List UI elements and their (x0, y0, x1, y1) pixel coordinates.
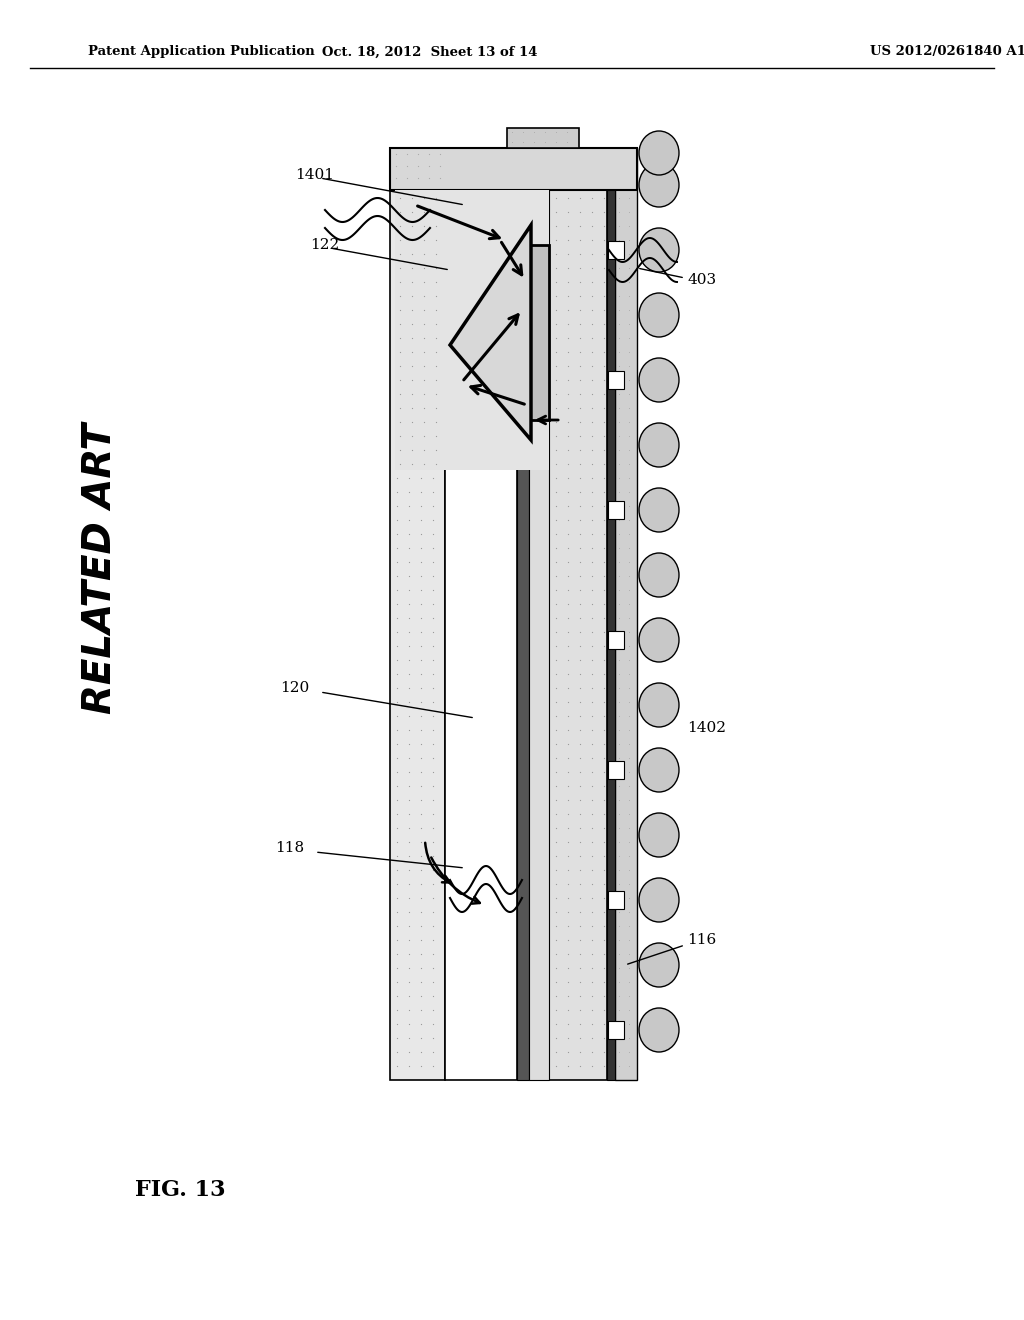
Bar (608, 371, 624, 389)
Text: RELATED ART: RELATED ART (81, 422, 119, 714)
Bar (395, 190, 549, 470)
Ellipse shape (639, 553, 679, 597)
Text: Patent Application Publication: Patent Application Publication (88, 45, 314, 58)
Text: 122: 122 (310, 238, 339, 252)
Text: 118: 118 (275, 841, 304, 855)
Bar (607, 148, 615, 1080)
Bar (390, 148, 637, 190)
Bar (507, 128, 579, 148)
Polygon shape (470, 246, 531, 420)
Text: 1402: 1402 (687, 721, 726, 735)
Ellipse shape (639, 878, 679, 921)
Ellipse shape (639, 813, 679, 857)
Ellipse shape (639, 228, 679, 272)
Text: 120: 120 (280, 681, 309, 696)
Bar (445, 148, 517, 1080)
Bar (608, 762, 624, 779)
Ellipse shape (639, 748, 679, 792)
Bar (608, 242, 624, 259)
Ellipse shape (639, 358, 679, 403)
Bar (519, 246, 549, 420)
Ellipse shape (639, 293, 679, 337)
Bar (549, 148, 607, 1080)
Text: 1401: 1401 (295, 168, 334, 182)
Bar (529, 148, 549, 1080)
Text: US 2012/0261840 A1: US 2012/0261840 A1 (870, 45, 1024, 58)
Bar (390, 148, 445, 1080)
Ellipse shape (639, 682, 679, 727)
Ellipse shape (639, 942, 679, 987)
Ellipse shape (639, 131, 679, 176)
Text: 116: 116 (687, 933, 716, 946)
Ellipse shape (639, 488, 679, 532)
Ellipse shape (639, 1008, 679, 1052)
Polygon shape (450, 224, 531, 440)
Bar (608, 502, 624, 519)
Bar (608, 891, 624, 909)
Ellipse shape (639, 162, 679, 207)
Ellipse shape (639, 618, 679, 663)
Ellipse shape (639, 422, 679, 467)
Text: 403: 403 (687, 273, 716, 286)
Bar (517, 148, 529, 1080)
Bar (608, 1020, 624, 1039)
Text: FIG. 13: FIG. 13 (135, 1179, 225, 1201)
Bar (608, 631, 624, 649)
Bar (615, 148, 637, 1080)
Text: Oct. 18, 2012  Sheet 13 of 14: Oct. 18, 2012 Sheet 13 of 14 (323, 45, 538, 58)
